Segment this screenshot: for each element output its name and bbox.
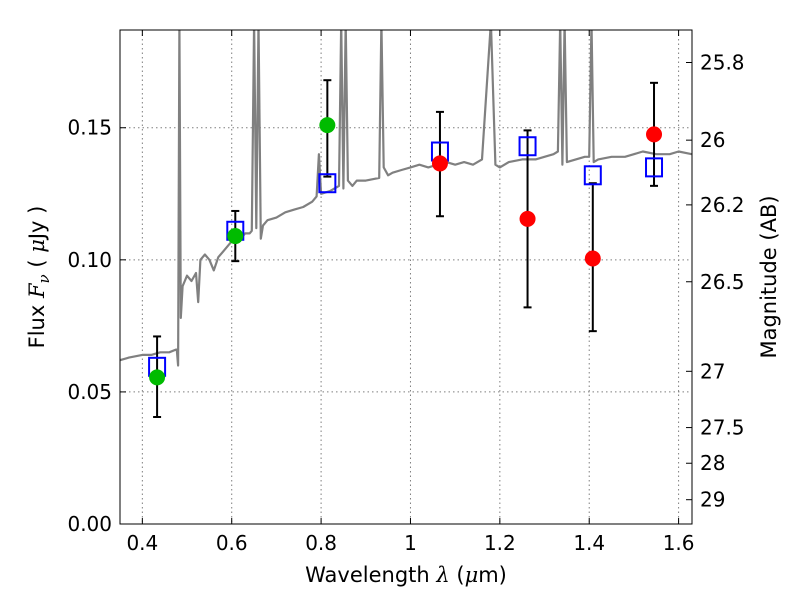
- y-tick-label: 0.05: [67, 380, 112, 404]
- x-tick-label: 0.6: [216, 531, 248, 555]
- y-tick-label: 0.15: [67, 116, 112, 140]
- y2-tick-label: 26.2: [700, 193, 745, 217]
- y2-tick-label: 26.5: [700, 270, 745, 294]
- observed-point: [227, 228, 244, 245]
- y2-tick-label: 27.5: [700, 416, 745, 440]
- y2-axis-label: Magnitude (AB): [757, 195, 781, 358]
- model-point-square: [318, 173, 337, 194]
- observed-point: [431, 155, 448, 172]
- y2-tick-label: 27: [700, 359, 725, 383]
- observed-point-layer: [149, 117, 663, 386]
- grid-layer: [120, 30, 692, 524]
- observed-point: [646, 126, 663, 143]
- observed-point: [519, 210, 536, 227]
- y-axis: 0.00 0.05 0.10 0.15: [67, 116, 126, 536]
- y2-axis: 25.8 26 26.2 26.5 27 27.5 28 29: [686, 50, 745, 512]
- y2-tick-label: 26: [700, 128, 725, 152]
- plot-frame: [119, 29, 693, 525]
- errorbar-layer: [153, 79, 659, 419]
- x-axis: 0.4 0.6 0.8 1 1.2 1.4 1.6: [126, 30, 695, 555]
- y-tick-label: 0.00: [67, 512, 112, 536]
- x-tick-label: 1.4: [573, 531, 605, 555]
- y-tick-label: 0.10: [67, 248, 112, 272]
- x-tick-label: 1: [404, 531, 417, 555]
- y2-tick-label: 29: [700, 488, 725, 512]
- y-axis-label: Flux Fν ( μJy ): [25, 206, 53, 349]
- x-tick-label: 0.4: [126, 531, 158, 555]
- observed-point: [149, 369, 166, 386]
- observed-point: [319, 117, 336, 134]
- y2-tick-label: 28: [700, 451, 725, 475]
- y2-tick-label: 25.8: [700, 50, 745, 74]
- spectrum-layer: [120, 30, 692, 367]
- model-point-square: [645, 157, 664, 178]
- model-point-square: [583, 165, 602, 186]
- x-tick-label: 1.2: [484, 531, 516, 555]
- observed-point: [584, 250, 601, 267]
- x-tick-label: 1.6: [663, 531, 695, 555]
- model-point-square: [518, 136, 537, 157]
- model-spectrum-line: [120, 30, 692, 367]
- x-axis-label: Wavelength λ (μm): [305, 563, 507, 587]
- x-tick-label: 0.8: [305, 531, 337, 555]
